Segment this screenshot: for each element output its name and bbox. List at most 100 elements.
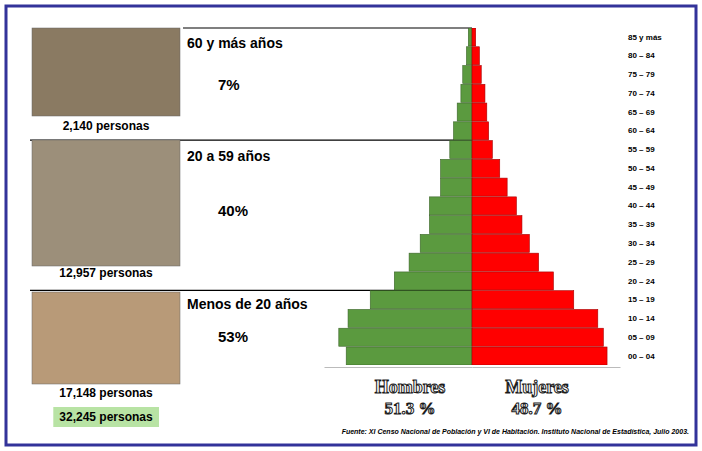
y-tick: 35 – 39 <box>628 220 655 229</box>
total-label: 32,245 personas <box>59 410 153 424</box>
bar-hombres <box>429 197 472 215</box>
y-tick-label: 45 – 49 <box>628 183 655 192</box>
bar-mujeres <box>472 309 598 327</box>
y-tick-label: 75 – 79 <box>628 70 655 79</box>
bar-hombres <box>450 141 472 159</box>
photo <box>32 292 180 384</box>
x-axis <box>325 367 473 368</box>
y-tick: 45 – 49 <box>628 183 655 192</box>
frame <box>6 6 696 445</box>
x-axis <box>473 367 621 368</box>
y-tick-label: 10 – 14 <box>628 314 655 323</box>
bar-mujeres <box>472 103 487 121</box>
y-tick-label: 35 – 39 <box>628 220 655 229</box>
y-tick-label: 40 – 44 <box>628 201 655 210</box>
y-tick-label: 20 – 24 <box>628 276 655 285</box>
y-tick: 80 – 84 <box>628 51 655 60</box>
source: Fuente: XI Censo Nacional de Población y… <box>342 428 689 436</box>
y-tick-label: 50 – 54 <box>628 164 655 173</box>
y-tick-label: 05 – 09 <box>628 333 655 342</box>
photo <box>32 28 180 116</box>
bar-hombres <box>457 103 472 121</box>
group-percent: 53% <box>218 328 248 345</box>
y-axis: 00 – 04 05 – 09 10 – 14 15 – 19 20 – 24 25 – … <box>628 33 662 361</box>
bar-mujeres <box>472 122 489 140</box>
y-tick: 70 – 74 <box>628 89 655 98</box>
y-tick-label: 55 – 59 <box>628 145 655 154</box>
group-people: 17,148 personas <box>59 386 153 400</box>
bar-hombres <box>441 178 472 196</box>
y-tick: 10 – 14 <box>628 314 655 323</box>
series-name: Mujeres <box>505 377 569 397</box>
bar-hombres <box>370 291 472 309</box>
y-tick-label: 15 – 19 <box>628 295 655 304</box>
y-tick: 00 – 04 <box>628 352 655 361</box>
y-tick: 50 – 54 <box>628 164 655 173</box>
bar-hombres <box>420 234 472 252</box>
bar-mujeres <box>472 216 522 234</box>
y-tick-label: 70 – 74 <box>628 89 655 98</box>
bar-hombres <box>441 159 472 177</box>
bar-mujeres <box>472 47 479 65</box>
y-tick-label: 85 y más <box>628 33 662 42</box>
y-tick-label: 30 – 34 <box>628 239 655 248</box>
y-tick-label: 00 – 04 <box>628 352 655 361</box>
x-axis-line <box>325 367 473 368</box>
bar-hombres <box>339 328 472 346</box>
group-label: 20 a 59 años <box>187 148 270 164</box>
series-total: 48.7 % <box>512 399 563 418</box>
bar-mujeres <box>472 253 539 271</box>
y-tick-label: 60 – 64 <box>628 126 655 135</box>
bar-hombres <box>468 28 472 46</box>
bar-hombres <box>394 272 472 290</box>
bar-hombres <box>348 309 472 327</box>
bar-mujeres <box>472 66 481 84</box>
group-percent: 7% <box>218 76 240 93</box>
y-tick: 85 y más <box>628 33 662 42</box>
group-people: 2,140 personas <box>63 119 150 133</box>
bar-mujeres <box>472 84 485 102</box>
bar-hombres <box>429 216 472 234</box>
chart: 00 – 04 05 – 09 10 – 14 15 – 19 20 – 24 25 – … <box>0 0 702 451</box>
bar-hombres <box>346 347 472 365</box>
y-tick: 65 – 69 <box>628 108 655 117</box>
bar-mujeres <box>472 197 516 215</box>
series-name: Hombres <box>375 377 446 397</box>
bar-mujeres <box>472 28 476 46</box>
group-percent: 40% <box>218 202 248 219</box>
bar-mujeres <box>472 291 574 309</box>
y-tick: 60 – 64 <box>628 126 655 135</box>
y-tick: 15 – 19 <box>628 295 655 304</box>
y-tick: 30 – 34 <box>628 239 655 248</box>
bar-mujeres <box>472 347 607 365</box>
group-people: 12,957 personas <box>59 266 153 280</box>
y-tick: 55 – 59 <box>628 145 655 154</box>
bar-mujeres <box>472 272 553 290</box>
group-label: Menos de 20 años <box>187 296 308 312</box>
bar-hombres <box>409 253 472 271</box>
bar-hombres <box>463 66 472 84</box>
y-tick-label: 25 – 29 <box>628 258 655 267</box>
bar-mujeres <box>472 159 500 177</box>
group-divider <box>183 27 472 28</box>
y-tick: 20 – 24 <box>628 276 655 285</box>
bar-hombres <box>466 47 472 65</box>
y-tick: 25 – 29 <box>628 258 655 267</box>
bar-mujeres <box>472 328 603 346</box>
bar-hombres <box>454 122 473 140</box>
y-tick: 05 – 09 <box>628 333 655 342</box>
series-total: 51.3 % <box>385 399 436 418</box>
y-tick-label: 80 – 84 <box>628 51 655 60</box>
y-tick: 75 – 79 <box>628 70 655 79</box>
x-axis-line <box>473 367 621 368</box>
total-box <box>53 407 159 427</box>
group-label: 60 y más años <box>187 35 283 51</box>
bar-mujeres <box>472 234 529 252</box>
group-lines <box>30 28 472 290</box>
bar-mujeres <box>472 178 507 196</box>
y-tick-label: 65 – 69 <box>628 108 655 117</box>
bars <box>339 28 607 365</box>
bar-hombres <box>461 84 472 102</box>
y-tick: 40 – 44 <box>628 201 655 210</box>
photo <box>32 140 180 266</box>
